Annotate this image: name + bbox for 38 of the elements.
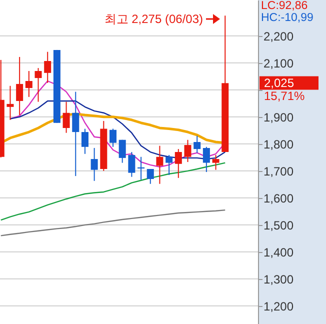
y-tick-label: 1,200 [264, 299, 294, 314]
y-tick-label: 1,400 [264, 245, 294, 260]
candlestick [128, 152, 136, 178]
y-tick-label: 1,300 [264, 272, 294, 286]
candlestick [194, 135, 201, 154]
text: 2,025 [264, 76, 294, 90]
candlestick [72, 91, 80, 177]
candlestick [34, 68, 42, 102]
candlestick [118, 139, 126, 164]
y-tick-label: 1,600 [264, 191, 294, 206]
candlestick [81, 128, 88, 154]
candlestick [146, 168, 154, 184]
candlestick [6, 85, 14, 120]
y-tick-label: 2,100 [264, 56, 294, 70]
candlestick [174, 148, 182, 178]
candlestick [138, 156, 145, 180]
annotation: 최고 2,275 (06/03) [104, 12, 204, 26]
line-series [0, 209, 226, 236]
candlestick [166, 154, 173, 176]
text: HC:-10,99 [261, 12, 314, 24]
candlestick [62, 101, 70, 134]
text: LC:92,86 [261, 0, 308, 12]
candlestick [156, 145, 164, 184]
y-tick-label: 1,800 [264, 137, 294, 152]
text: 15,71% [264, 89, 306, 103]
candlestick [44, 51, 52, 84]
y-tick-label: 2,200 [264, 29, 294, 44]
candlestick [202, 146, 210, 172]
candlestick [90, 147, 98, 182]
y-tick-label: 1,500 [264, 218, 294, 232]
y-tick-label: 1,700 [264, 164, 294, 178]
line-series [0, 162, 226, 221]
candlestick [184, 139, 192, 162]
candlestick [25, 70, 32, 98]
candlestick [16, 56, 24, 116]
y-tick-label: 1,900 [264, 110, 294, 124]
candlestick [212, 154, 220, 170]
candlestick [109, 128, 117, 148]
